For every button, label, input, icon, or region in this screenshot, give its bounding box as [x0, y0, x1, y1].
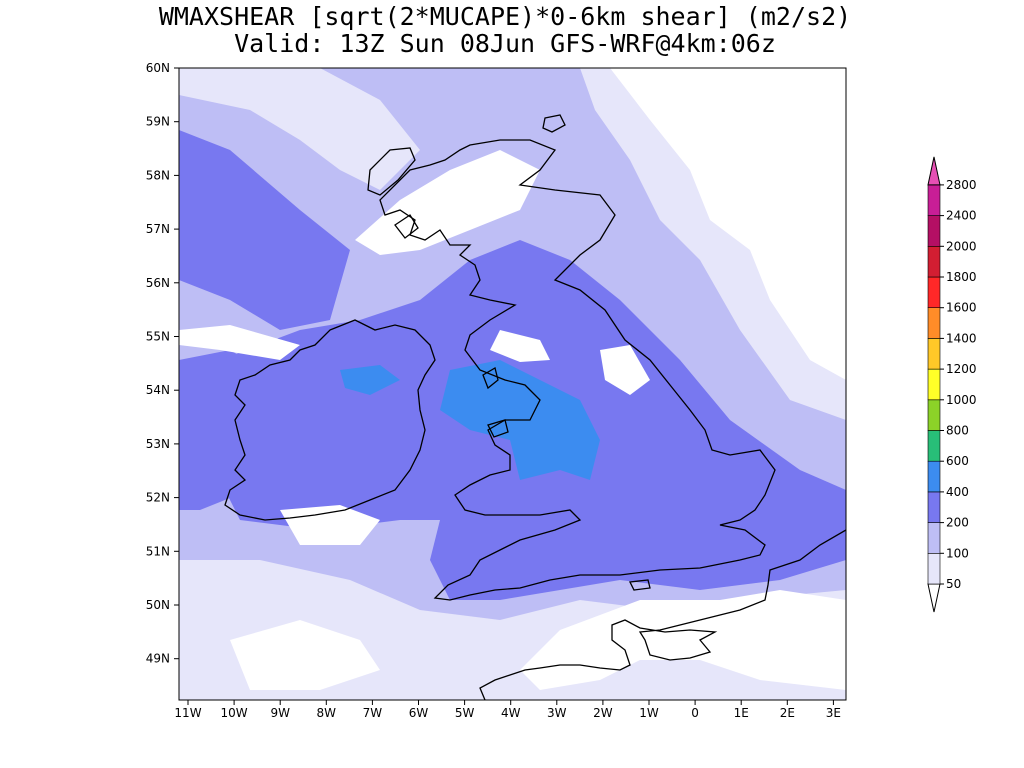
lat-tick-label: 54N	[146, 383, 170, 397]
colorbar-swatch	[927, 399, 941, 431]
lat-tick-label: 59N	[146, 115, 170, 129]
lat-tick-label: 51N	[146, 544, 170, 558]
lon-tick-label: 1E	[734, 706, 749, 720]
colorbar: 50 100 200 400 600 800 1000 1200 1400 1600 1800 200…	[927, 156, 977, 613]
colorbar-swatch	[927, 368, 941, 401]
field-region-low-west	[179, 325, 300, 360]
lon-tick-label: 6W	[409, 706, 429, 720]
colorbar-label: 1600	[946, 301, 977, 315]
lon-tick-label: 2E	[780, 706, 795, 720]
field-region-low-celtic-sea	[280, 505, 380, 545]
colorbar-label: 400	[946, 485, 969, 499]
colorbar-swatch	[927, 338, 941, 370]
coast-anglesey	[487, 419, 509, 438]
coast-continent	[479, 529, 846, 700]
lon-tick-label: 3W	[547, 706, 567, 720]
colorbar-swatch	[927, 307, 941, 339]
lat-tick-label: 60N	[146, 61, 170, 75]
field-region-low-sw	[230, 620, 380, 690]
lon-tick-label: 11W	[174, 706, 201, 720]
colorbar-swatch	[927, 460, 941, 493]
colorbar-label: 200	[946, 516, 969, 530]
colorbar-label: 1200	[946, 362, 977, 376]
coast-orkney	[542, 114, 566, 133]
longitude-axis: 11W 10W 9W 8W 7W 6W 5W 4W 3W 2W 1W 0 1E 2E 3E	[174, 700, 841, 720]
field-region-lightest-nw	[179, 68, 420, 190]
colorbar-label: 800	[946, 424, 969, 438]
lon-tick-label: 4W	[501, 706, 521, 720]
colorbar-swatch	[927, 522, 941, 554]
colorbar-swatch	[927, 430, 941, 462]
colorbar-label: 2800	[946, 178, 977, 192]
lat-tick-label: 52N	[146, 491, 170, 505]
lon-tick-label: 2W	[593, 706, 613, 720]
colorbar-lower-arrow	[927, 583, 941, 613]
lon-tick-label: 8W	[317, 706, 337, 720]
colorbar-label: 1800	[946, 270, 977, 284]
colorbar-swatch	[927, 491, 941, 523]
lon-tick-label: 9W	[270, 706, 290, 720]
coast-isle-of-wight	[629, 579, 651, 591]
shear-field	[179, 68, 846, 700]
coast-ireland	[224, 319, 436, 521]
coast-lewis	[367, 147, 416, 196]
coast-skye	[394, 214, 419, 239]
colorbar-label: 600	[946, 454, 969, 468]
field-region-medium-west	[179, 130, 350, 330]
field-region-low-yorkshire	[600, 345, 650, 395]
map-subtitle: Valid: 13Z Sun 08Jun GFS-WRF@4km:06z	[234, 29, 776, 58]
colorbar-label: 1400	[946, 331, 977, 345]
coastlines	[224, 114, 846, 700]
field-region-high-belfast	[340, 365, 400, 395]
latitude-axis: 60N 59N 58N 57N 56N 55N 54N 53N 52N 51N 50N 49N	[146, 61, 179, 666]
colorbar-swatch	[927, 184, 941, 216]
coast-great-britain	[379, 139, 776, 601]
lat-tick-label: 57N	[146, 222, 170, 236]
lon-tick-label: 5W	[455, 706, 475, 720]
lat-tick-label: 53N	[146, 437, 170, 451]
colorbar-label: 100	[946, 546, 969, 560]
colorbar-swatch	[927, 215, 941, 247]
colorbar-swatch	[927, 246, 941, 278]
colorbar-upper-arrow	[927, 156, 941, 186]
field-region-low-channel	[520, 590, 846, 690]
lat-tick-label: 56N	[146, 276, 170, 290]
colorbar-label: 2000	[946, 239, 977, 253]
colorbar-label: 2400	[946, 209, 977, 223]
lat-tick-label: 55N	[146, 330, 170, 344]
colorbar-swatch	[927, 276, 941, 309]
field-region-low-irish-sea	[490, 330, 550, 362]
lon-tick-label: 3E	[826, 706, 841, 720]
lat-tick-label: 58N	[146, 168, 170, 182]
lon-tick-label: 1W	[639, 706, 659, 720]
coast-isle-of-man	[482, 367, 499, 390]
map-frame	[178, 67, 847, 701]
lat-tick-label: 49N	[146, 652, 170, 666]
lat-tick-label: 50N	[146, 598, 170, 612]
field-region-low-highlands	[355, 150, 540, 255]
colorbar-label: 50	[946, 577, 961, 591]
colorbar-label: 1000	[946, 393, 977, 407]
field-region-lightest-ne	[580, 68, 846, 420]
lon-tick-label: 10W	[221, 706, 248, 720]
lon-tick-label: 7W	[363, 706, 383, 720]
lon-tick-label: 0	[691, 706, 699, 720]
colorbar-swatch	[927, 552, 941, 585]
map-title: WMAXSHEAR [sqrt(2*MUCAPE)*0-6km shear] (…	[158, 2, 852, 31]
